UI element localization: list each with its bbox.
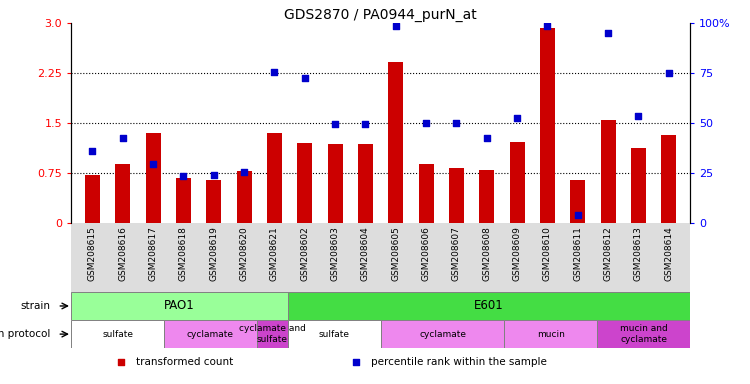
Text: GSM208605: GSM208605 — [392, 227, 400, 281]
Bar — [71, 292, 288, 320]
Point — [663, 70, 675, 76]
Text: GSM208606: GSM208606 — [422, 227, 430, 281]
Text: percentile rank within the sample: percentile rank within the sample — [371, 357, 548, 367]
Point — [542, 23, 554, 29]
Text: GSM208608: GSM208608 — [482, 227, 491, 281]
Title: GDS2870 / PA0944_purN_at: GDS2870 / PA0944_purN_at — [284, 8, 477, 22]
Bar — [256, 320, 288, 348]
Bar — [540, 28, 555, 223]
Bar — [419, 164, 434, 223]
Text: GSM208604: GSM208604 — [361, 227, 370, 281]
Text: strain: strain — [20, 301, 50, 311]
Text: mucin and
cyclamate: mucin and cyclamate — [620, 324, 668, 344]
Bar — [71, 320, 164, 348]
Point — [115, 359, 127, 365]
Point — [298, 74, 310, 81]
Text: PAO1: PAO1 — [164, 300, 195, 313]
Bar — [358, 144, 373, 223]
Point — [178, 173, 190, 179]
Text: GSM208619: GSM208619 — [209, 227, 218, 281]
Text: sulfate: sulfate — [102, 329, 134, 339]
Bar — [380, 320, 504, 348]
Text: mucin: mucin — [537, 329, 565, 339]
Text: growth protocol: growth protocol — [0, 329, 50, 339]
Text: GSM208616: GSM208616 — [118, 227, 128, 281]
Bar — [288, 292, 690, 320]
Bar — [601, 120, 616, 223]
Bar — [570, 180, 585, 223]
Bar — [288, 320, 380, 348]
Point — [511, 115, 523, 121]
Bar — [164, 320, 256, 348]
Text: GSM208609: GSM208609 — [512, 227, 521, 281]
Bar — [206, 180, 221, 223]
Text: GSM208618: GSM208618 — [179, 227, 188, 281]
Point — [238, 169, 250, 175]
Point — [359, 121, 371, 127]
Bar — [388, 62, 404, 223]
Text: GSM208611: GSM208611 — [573, 227, 582, 281]
Bar — [631, 149, 646, 223]
Point — [420, 120, 432, 126]
Text: cyclamate and
sulfate: cyclamate and sulfate — [239, 324, 306, 344]
Point — [350, 359, 361, 365]
Point — [602, 30, 614, 36]
Point — [632, 113, 644, 119]
Point — [390, 23, 402, 29]
Bar — [85, 175, 100, 223]
Point — [147, 161, 159, 167]
Bar — [297, 143, 313, 223]
Bar — [116, 164, 130, 223]
Point — [268, 70, 280, 76]
Point — [117, 135, 129, 141]
Text: GSM208617: GSM208617 — [148, 227, 158, 281]
Text: GSM208612: GSM208612 — [604, 227, 613, 281]
Text: GSM208602: GSM208602 — [300, 227, 309, 281]
Bar — [146, 133, 160, 223]
Text: cyclamate: cyclamate — [419, 329, 466, 339]
Text: cyclamate: cyclamate — [187, 329, 234, 339]
Bar — [662, 135, 676, 223]
Point — [572, 212, 584, 218]
Bar — [236, 171, 252, 223]
Bar — [479, 170, 494, 223]
Point — [329, 121, 341, 127]
Text: GSM208614: GSM208614 — [664, 227, 674, 281]
Text: transformed count: transformed count — [136, 357, 233, 367]
Bar — [267, 133, 282, 223]
Text: GSM208621: GSM208621 — [270, 227, 279, 281]
Text: GSM208620: GSM208620 — [240, 227, 249, 281]
Point — [451, 120, 463, 126]
Text: GSM208615: GSM208615 — [88, 227, 97, 281]
Point — [481, 135, 493, 141]
Text: GSM208613: GSM208613 — [634, 227, 643, 281]
Point — [208, 172, 220, 178]
Text: GSM208610: GSM208610 — [543, 227, 552, 281]
Text: E601: E601 — [474, 300, 504, 313]
Text: GSM208603: GSM208603 — [331, 227, 340, 281]
Point — [86, 148, 98, 154]
Bar — [509, 142, 525, 223]
Text: GSM208607: GSM208607 — [452, 227, 461, 281]
Bar — [176, 178, 191, 223]
Bar — [448, 169, 464, 223]
Bar — [597, 320, 690, 348]
Bar — [504, 320, 597, 348]
Text: sulfate: sulfate — [319, 329, 350, 339]
Bar — [328, 144, 343, 223]
